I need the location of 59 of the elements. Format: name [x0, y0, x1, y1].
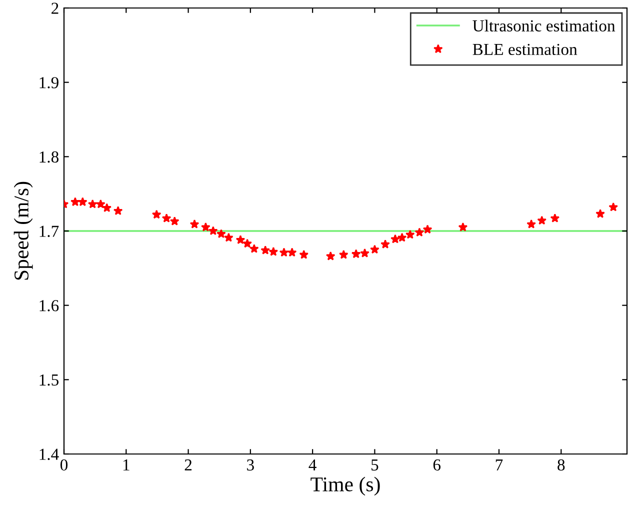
- point: [236, 235, 246, 244]
- point: [102, 203, 112, 212]
- point: [260, 245, 270, 254]
- y-tick-label: 1.9: [40, 77, 58, 88]
- x-tick-label: 8: [558, 459, 565, 471]
- point: [287, 248, 297, 257]
- point: [190, 219, 200, 228]
- point: [268, 246, 278, 256]
- x-tick-label: 7: [496, 460, 503, 470]
- legend-label: BLE estimation: [472, 44, 578, 56]
- y-tick-label: 1.8: [40, 151, 59, 163]
- point: [201, 222, 210, 232]
- point: [338, 250, 348, 259]
- x-tick-label: 3: [247, 459, 254, 471]
- x-axis-title: Time (s): [310, 476, 380, 496]
- y-tick-label: 1.4: [40, 448, 59, 460]
- x-tick-label: 4: [308, 459, 316, 470]
- point: [208, 226, 218, 236]
- point: [596, 209, 605, 218]
- point: [608, 202, 618, 212]
- point: [351, 249, 361, 258]
- point: [78, 197, 88, 206]
- y-tick-label: 1.6: [40, 300, 59, 312]
- y-tick-label: 2: [52, 2, 58, 14]
- point: [224, 232, 234, 242]
- point: [526, 219, 536, 228]
- point: [458, 222, 468, 232]
- point: [70, 197, 80, 206]
- y-tick-label: 1.7: [40, 226, 59, 238]
- point: [96, 199, 106, 208]
- point: [170, 216, 180, 226]
- x-tick-label: 2: [184, 459, 192, 470]
- point: [390, 234, 400, 244]
- x-tick-label: 0: [60, 459, 68, 471]
- point: [88, 199, 98, 208]
- point: [152, 210, 162, 219]
- point: [380, 240, 390, 248]
- x-tick-label: 5: [372, 460, 378, 471]
- point: [279, 248, 289, 257]
- point: [299, 250, 309, 259]
- point: [550, 214, 560, 222]
- point: [414, 228, 424, 237]
- point: [162, 214, 172, 222]
- point: [397, 232, 407, 242]
- point: [326, 251, 336, 260]
- legend-label: Ultrasonic estimation: [472, 20, 616, 32]
- x-tick-label: 1: [123, 459, 130, 470]
- point: [249, 244, 259, 253]
- point: [405, 230, 415, 239]
- point: [370, 244, 380, 254]
- y-axis-title: Speed (m/s): [14, 182, 33, 280]
- y-tick-label: 1.5: [40, 374, 58, 386]
- point: [113, 206, 123, 215]
- point: [242, 238, 252, 248]
- x-tick-label: 6: [433, 459, 441, 471]
- point: [422, 224, 432, 234]
- point: [537, 216, 547, 225]
- point: [216, 229, 226, 238]
- point: [360, 248, 370, 258]
